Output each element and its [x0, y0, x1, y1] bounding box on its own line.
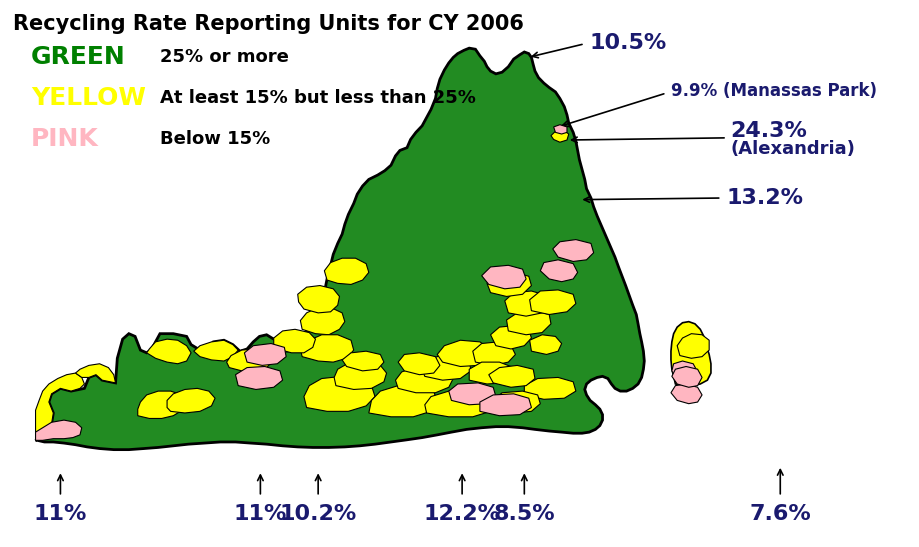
Text: At least 15% but less than 25%: At least 15% but less than 25%	[160, 90, 475, 107]
Polygon shape	[244, 344, 286, 365]
Polygon shape	[422, 356, 471, 380]
Text: 11%: 11%	[34, 504, 87, 524]
Text: GREEN: GREEN	[31, 45, 126, 69]
Polygon shape	[75, 364, 116, 383]
Polygon shape	[539, 260, 577, 282]
Polygon shape	[342, 351, 383, 371]
Text: YELLOW: YELLOW	[31, 86, 146, 110]
Text: Below 15%: Below 15%	[160, 131, 270, 148]
Polygon shape	[334, 361, 386, 389]
Polygon shape	[671, 361, 697, 380]
Text: 24.3%: 24.3%	[730, 121, 807, 141]
Polygon shape	[274, 329, 315, 353]
Polygon shape	[670, 384, 701, 404]
Polygon shape	[486, 272, 531, 296]
Polygon shape	[194, 340, 238, 361]
Text: 10.2%: 10.2%	[279, 504, 357, 524]
Polygon shape	[552, 240, 593, 261]
Polygon shape	[524, 377, 575, 399]
Polygon shape	[493, 391, 539, 413]
Polygon shape	[472, 342, 515, 365]
Text: 8.5%: 8.5%	[493, 504, 554, 524]
Polygon shape	[167, 388, 215, 413]
Text: 13.2%: 13.2%	[726, 188, 803, 208]
Polygon shape	[146, 339, 191, 364]
Polygon shape	[300, 307, 345, 335]
Polygon shape	[506, 311, 550, 335]
Polygon shape	[550, 130, 568, 142]
Polygon shape	[505, 291, 549, 316]
Polygon shape	[36, 420, 82, 440]
Polygon shape	[437, 340, 490, 366]
Text: 11%: 11%	[233, 504, 287, 524]
Polygon shape	[298, 286, 339, 313]
Polygon shape	[36, 48, 643, 450]
Polygon shape	[395, 365, 453, 393]
Polygon shape	[425, 389, 495, 417]
Polygon shape	[398, 353, 439, 375]
Text: 9.9% (Manassas Park): 9.9% (Manassas Park)	[670, 83, 876, 100]
Text: 7.6%: 7.6%	[749, 504, 811, 524]
Polygon shape	[676, 334, 709, 358]
Text: 12.2%: 12.2%	[423, 504, 500, 524]
Polygon shape	[448, 383, 495, 405]
Text: PINK: PINK	[31, 127, 98, 152]
Polygon shape	[300, 335, 353, 362]
Polygon shape	[324, 258, 369, 284]
Polygon shape	[226, 349, 274, 372]
Text: 10.5%: 10.5%	[588, 33, 665, 53]
Polygon shape	[369, 386, 437, 417]
Polygon shape	[529, 335, 561, 354]
Polygon shape	[553, 125, 566, 134]
Polygon shape	[303, 376, 375, 411]
Polygon shape	[529, 290, 575, 315]
Polygon shape	[235, 366, 282, 389]
Polygon shape	[469, 362, 515, 384]
Polygon shape	[138, 391, 187, 418]
Polygon shape	[482, 265, 526, 289]
Polygon shape	[490, 325, 531, 349]
Polygon shape	[670, 322, 710, 386]
Polygon shape	[480, 394, 531, 416]
Text: (Alexandria): (Alexandria)	[730, 140, 855, 158]
Polygon shape	[488, 365, 535, 387]
Text: 25% or more: 25% or more	[160, 49, 289, 66]
Polygon shape	[36, 373, 85, 440]
Polygon shape	[671, 366, 701, 387]
Text: Recycling Rate Reporting Units for CY 2006: Recycling Rate Reporting Units for CY 20…	[13, 14, 524, 34]
